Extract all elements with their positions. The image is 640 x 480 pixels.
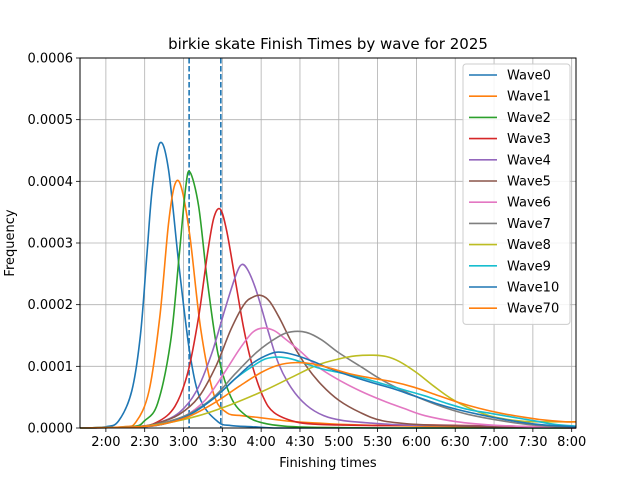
legend-label: Wave4 xyxy=(507,153,551,168)
legend-box xyxy=(462,63,571,325)
legend-label: Wave9 xyxy=(507,259,551,274)
x-tick-label: 3:00 xyxy=(169,435,198,450)
x-tick-label: 6:00 xyxy=(402,435,431,450)
x-tick-label: 5:00 xyxy=(324,435,353,450)
x-tick-label: 8:00 xyxy=(557,435,586,450)
x-tick-label: 2:00 xyxy=(91,435,120,450)
y-tick-label: 0.0001 xyxy=(28,360,74,375)
x-tick-label: 7:30 xyxy=(518,435,547,450)
legend-label: Wave0 xyxy=(507,69,551,84)
y-tick-label: 0.0002 xyxy=(28,298,74,313)
legend-label: Wave3 xyxy=(507,132,551,147)
series-line-wave5 xyxy=(79,294,577,429)
x-tick-label: 5:30 xyxy=(363,435,392,450)
series-lines xyxy=(79,141,577,429)
y-axis: 0.0000 0.0001 0.0002 0.0003 0.0004 0.0005 0.00… xyxy=(28,52,80,437)
series-line-wave6 xyxy=(79,327,577,429)
legend-label: Wave10 xyxy=(507,281,559,296)
x-tick-label: 4:30 xyxy=(285,435,314,450)
series-line-wave70 xyxy=(79,361,577,429)
y-tick-label: 0.0005 xyxy=(28,113,74,128)
x-axis-label: Finishing times xyxy=(279,456,377,471)
y-tick-label: 0.0006 xyxy=(28,52,74,67)
x-tick-label: 3:30 xyxy=(208,435,237,450)
y-tick-label: 0.0000 xyxy=(28,422,74,437)
legend-label: Wave70 xyxy=(507,302,559,317)
legend-label: Wave2 xyxy=(507,111,551,126)
y-axis-label: Frequency xyxy=(3,209,18,276)
x-tick-label: 4:00 xyxy=(247,435,276,450)
legend-label: Wave7 xyxy=(507,217,551,232)
legend-label: Wave6 xyxy=(507,196,551,211)
legend-label: Wave8 xyxy=(507,238,551,253)
legend: Wave0 Wave1 Wave2 Wave3 Wave4 Wave5 Wave6 Wave7… xyxy=(462,63,571,325)
x-tick-label: 2:30 xyxy=(130,435,159,450)
x-tick-label: 7:00 xyxy=(479,435,508,450)
series-line-wave4 xyxy=(79,263,577,429)
legend-label: Wave5 xyxy=(507,175,551,190)
legend-label: Wave1 xyxy=(507,90,551,105)
series-line-wave7 xyxy=(79,330,577,429)
y-tick-label: 0.0003 xyxy=(28,237,74,252)
x-axis: 2:00 2:30 3:00 3:30 4:00 4:30 5:00 5:30 6:00 6:30… xyxy=(91,428,586,450)
x-tick-label: 6:30 xyxy=(441,435,470,450)
y-tick-label: 0.0004 xyxy=(28,175,74,190)
chart-title: birkie skate Finish Times by wave for 20… xyxy=(168,35,488,53)
